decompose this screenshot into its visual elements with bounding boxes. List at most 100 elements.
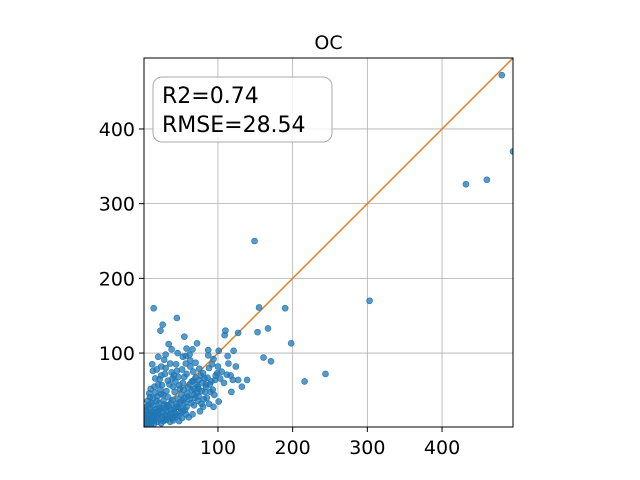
stats-box xyxy=(152,76,333,143)
y-tick-label: 300 xyxy=(99,194,135,216)
data-point xyxy=(224,352,231,360)
data-point xyxy=(189,346,196,353)
data-point xyxy=(165,340,172,348)
data-point xyxy=(166,360,174,367)
data-point xyxy=(166,381,173,388)
chart-title: OC xyxy=(314,32,342,54)
data-point xyxy=(230,347,237,355)
data-point xyxy=(187,399,195,407)
data-point xyxy=(162,351,169,358)
data-point xyxy=(171,388,178,396)
data-point xyxy=(254,328,261,336)
data-point xyxy=(238,383,246,390)
data-point xyxy=(215,347,222,355)
data-point xyxy=(196,408,204,415)
data-point xyxy=(287,340,295,347)
data-point xyxy=(144,397,152,405)
data-point xyxy=(214,363,222,370)
data-point xyxy=(157,372,165,379)
data-point xyxy=(144,406,149,414)
data-point xyxy=(234,329,242,337)
reference-line-group xyxy=(143,57,514,428)
data-point xyxy=(157,327,164,334)
data-point xyxy=(200,396,208,403)
data-point xyxy=(264,325,272,332)
data-point xyxy=(498,71,506,79)
data-point xyxy=(228,388,235,396)
data-point xyxy=(267,357,275,365)
data-point xyxy=(154,408,161,416)
data-point xyxy=(173,314,181,322)
data-point xyxy=(190,385,198,393)
data-point xyxy=(199,403,207,411)
data-point xyxy=(179,408,187,415)
r2-label: R2=0.74 xyxy=(162,84,259,109)
data-point xyxy=(181,333,188,340)
data-point xyxy=(215,398,222,405)
data-point xyxy=(176,399,184,406)
data-point xyxy=(195,393,202,400)
data-point xyxy=(207,378,215,385)
data-points xyxy=(144,71,513,427)
data-point xyxy=(210,391,218,399)
data-point xyxy=(193,340,201,347)
data-point xyxy=(189,368,197,376)
data-point xyxy=(155,399,163,407)
data-point xyxy=(159,405,166,412)
x-tick-label: 100 xyxy=(200,437,236,459)
data-point xyxy=(462,180,470,188)
data-point xyxy=(218,368,225,376)
data-point xyxy=(148,419,155,426)
data-point xyxy=(181,373,188,381)
data-point xyxy=(179,353,187,361)
data-point xyxy=(204,346,212,354)
data-point xyxy=(192,359,199,367)
data-point xyxy=(199,369,207,377)
data-point xyxy=(251,237,258,245)
plot-frame xyxy=(143,57,514,428)
data-point xyxy=(154,381,162,388)
data-point xyxy=(148,360,156,368)
data-point xyxy=(150,304,158,312)
y-tick-label: 100 xyxy=(99,343,135,365)
x-tick-label: 200 xyxy=(275,437,311,459)
data-point xyxy=(232,363,240,370)
data-point xyxy=(366,297,373,305)
reference-line xyxy=(143,57,514,428)
y-tick-label: 400 xyxy=(99,119,135,141)
y-tick-label: 200 xyxy=(99,268,135,290)
data-point xyxy=(175,373,182,381)
data-point xyxy=(160,391,167,399)
data-point xyxy=(173,367,181,375)
data-point xyxy=(301,378,308,385)
data-point xyxy=(234,376,242,384)
data-point xyxy=(210,403,217,411)
data-point xyxy=(195,376,202,384)
data-point xyxy=(221,331,228,339)
data-point xyxy=(172,360,180,368)
data-point xyxy=(157,363,165,370)
data-point xyxy=(210,355,217,363)
data-point xyxy=(322,370,329,378)
data-point xyxy=(172,403,180,411)
data-point xyxy=(281,304,289,312)
data-point xyxy=(183,403,190,411)
data-point xyxy=(220,379,228,387)
data-point xyxy=(183,345,190,352)
data-point xyxy=(509,148,513,155)
x-tick-label: 300 xyxy=(349,437,385,459)
data-point xyxy=(174,349,181,357)
rmse-label: RMSE=28.54 xyxy=(162,113,306,138)
data-point xyxy=(255,304,263,311)
data-point xyxy=(205,400,213,408)
data-point xyxy=(182,360,190,367)
data-point xyxy=(168,346,175,353)
data-point xyxy=(154,353,162,361)
data-point xyxy=(159,321,166,328)
x-axis-ticks: 100 200 300 400 xyxy=(200,427,460,459)
data-point xyxy=(216,375,224,382)
data-point xyxy=(195,365,203,373)
data-point xyxy=(225,360,232,367)
data-point xyxy=(181,394,188,402)
